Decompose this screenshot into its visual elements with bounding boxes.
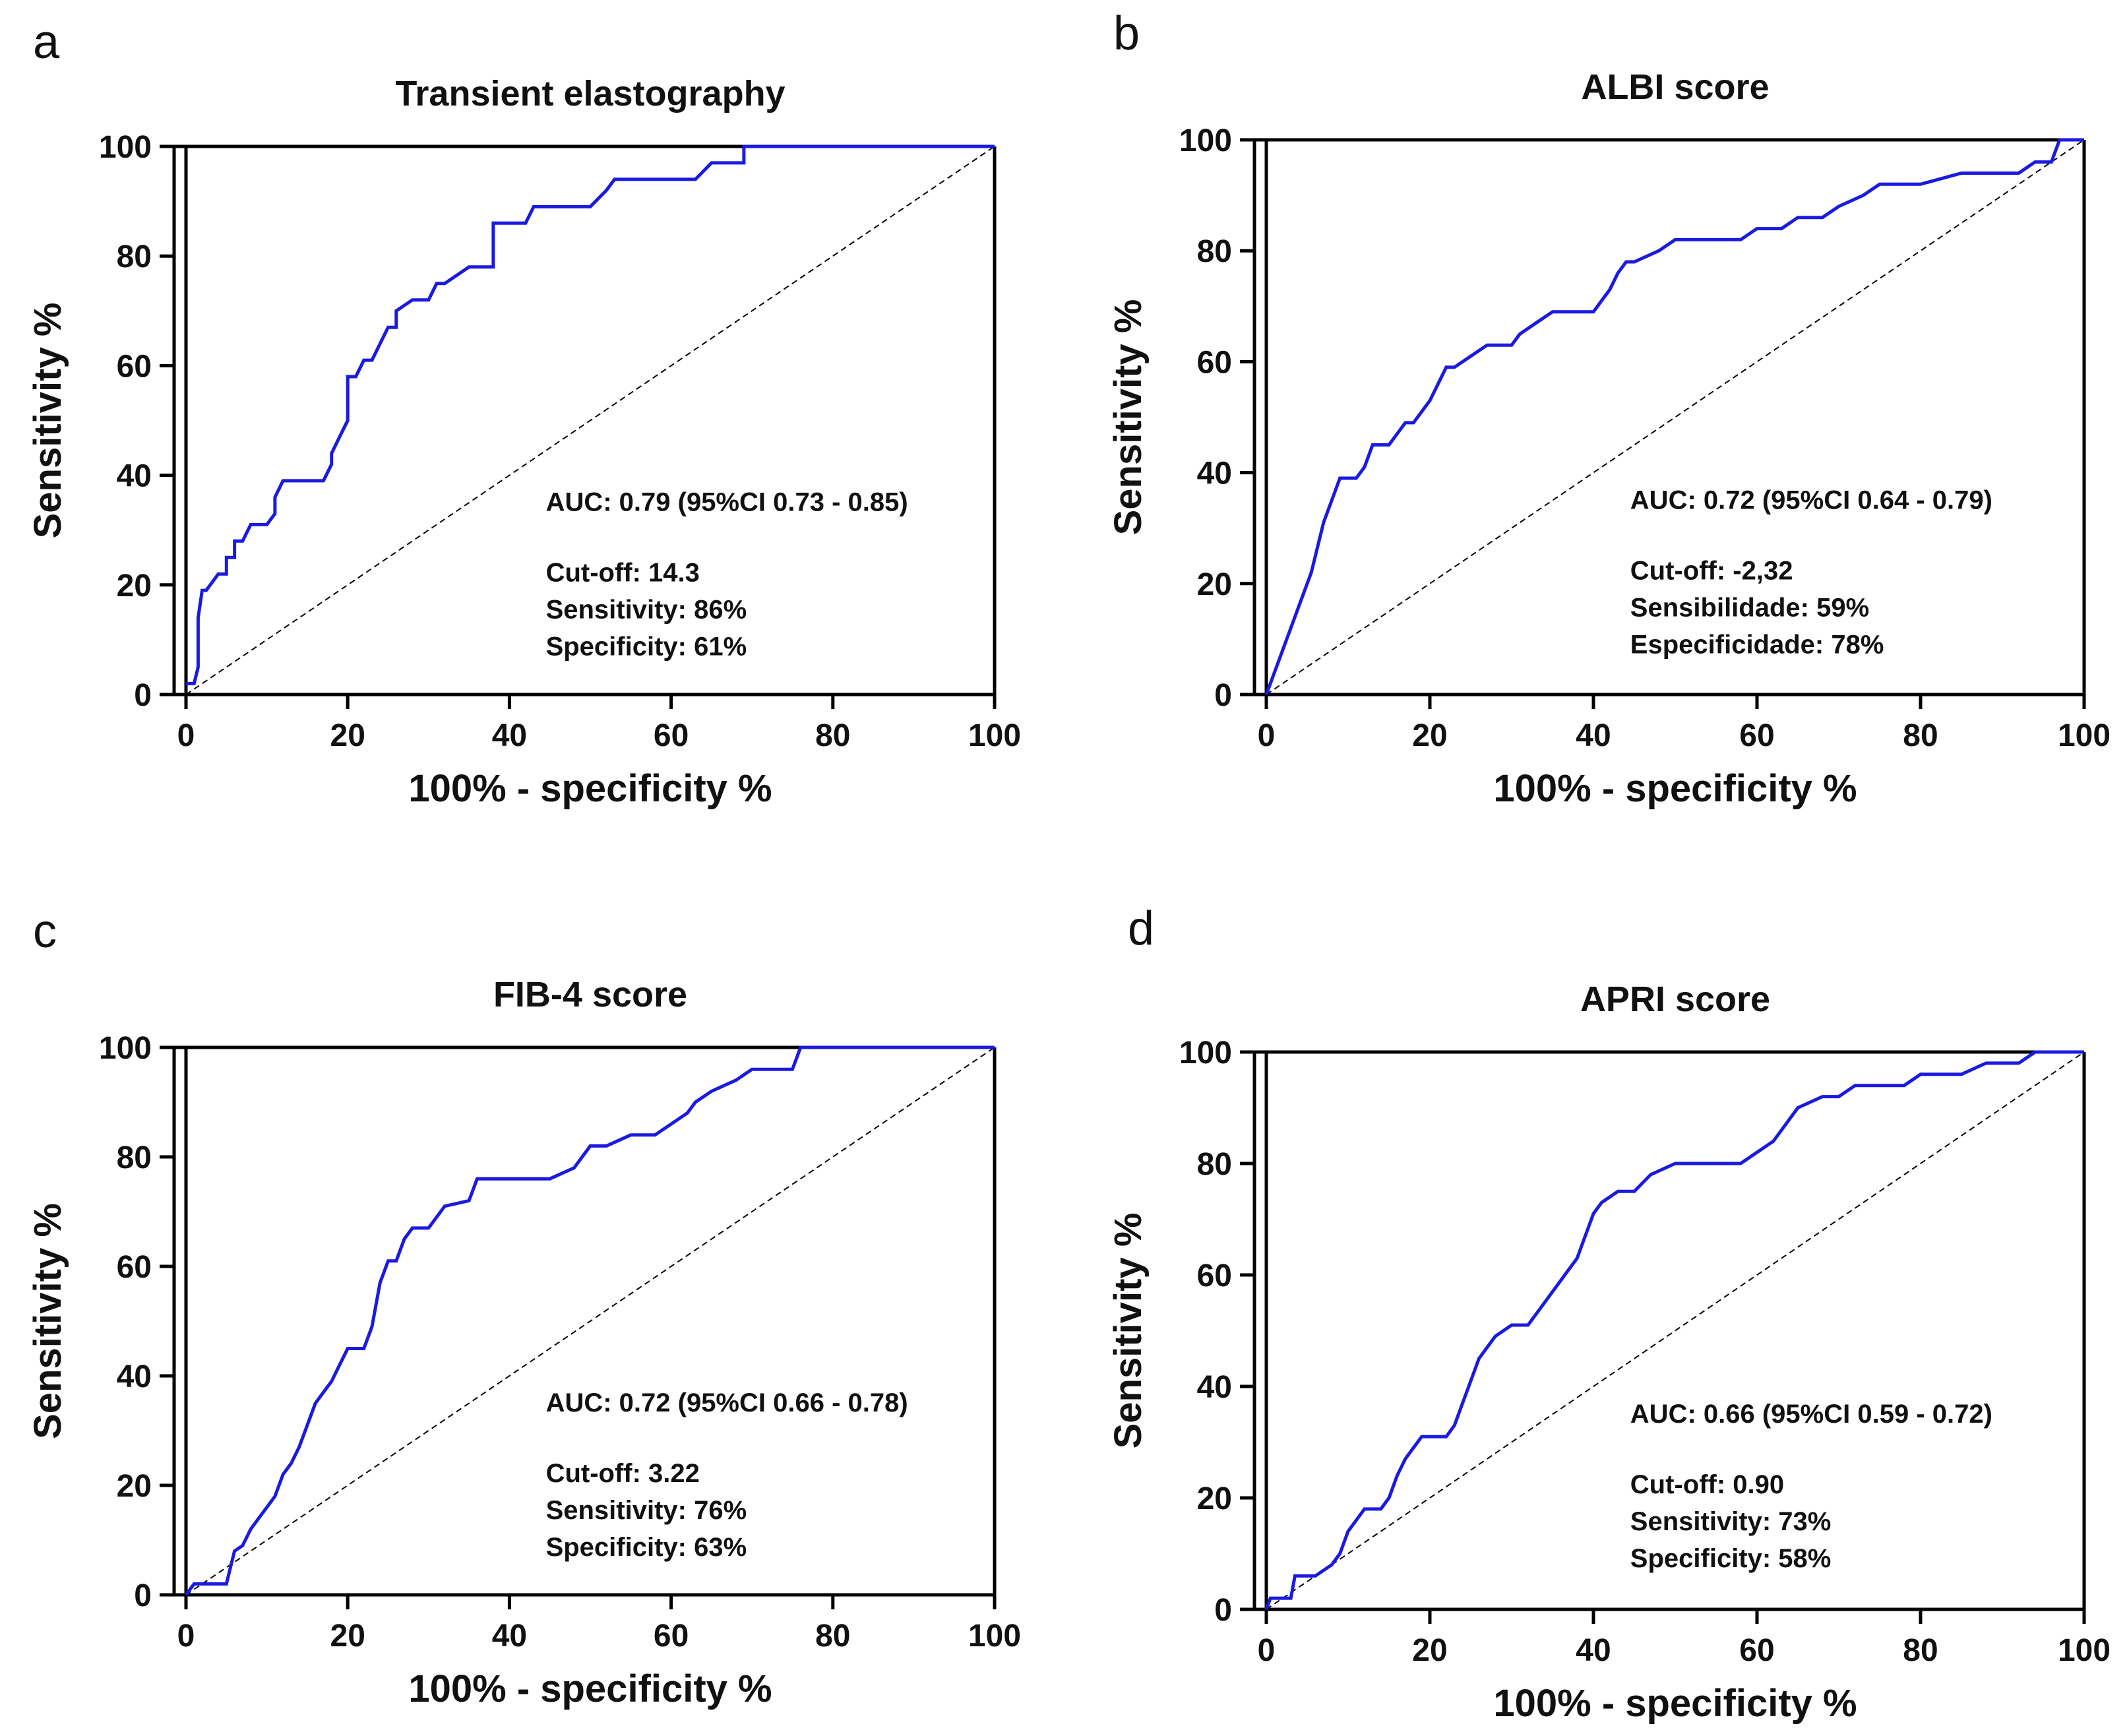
cutoff-annotation: Sensitivity: 76% bbox=[546, 1496, 747, 1525]
reference-diagonal-line bbox=[1266, 139, 2085, 695]
roc-panel-c: c FIB-4 score 0 20 40 60 80 100 0 20 40 60 80 100 100%… bbox=[26, 905, 1021, 1710]
x-tick-label: 0 bbox=[177, 1619, 195, 1654]
y-tick-label: 0 bbox=[134, 678, 152, 713]
x-tick-label: 20 bbox=[1412, 718, 1447, 753]
roc-curve-line bbox=[1264, 1050, 2084, 1610]
x-tick-label: 100 bbox=[2058, 718, 2111, 753]
reference-diagonal-line bbox=[185, 1047, 995, 1596]
cutoff-annotation: Especificidade: 78% bbox=[1630, 630, 1884, 659]
x-tick-label: 40 bbox=[492, 1619, 527, 1654]
cutoff-annotation: Cut-off: 14.3 bbox=[546, 559, 700, 588]
y-tick-label: 0 bbox=[134, 1578, 152, 1613]
y-tick-label: 40 bbox=[1197, 456, 1232, 491]
x-tick-label: 20 bbox=[330, 718, 365, 753]
x-tick-label: 100 bbox=[2058, 1633, 2111, 1668]
x-tick-label: 80 bbox=[815, 1619, 850, 1654]
x-tick-label: 60 bbox=[1739, 1633, 1774, 1668]
roc-panel-a: a Transient elastography 0 20 40 60 80 100 0 20 40… bbox=[26, 16, 1021, 810]
chart-title: Transient elastography bbox=[395, 74, 785, 113]
chart-title: ALBI score bbox=[1581, 67, 1769, 107]
panel-letter: a bbox=[33, 16, 60, 69]
x-tick-label: 60 bbox=[654, 1619, 689, 1654]
y-tick-label: 0 bbox=[1214, 678, 1232, 713]
roc-panel-d: d APRI score 0 20 40 60 80 100 0 20 40 60 80 100 100% … bbox=[1107, 902, 2111, 1725]
auc-annotation: AUC: 0.72 (95%CI 0.64 - 0.79) bbox=[1630, 485, 1992, 514]
chart-title: APRI score bbox=[1580, 979, 1770, 1019]
y-tick-label: 80 bbox=[117, 239, 152, 274]
roc-panel-b: b ALBI score 0 20 40 60 80 100 0 20 40 60 80 100 100% … bbox=[1107, 7, 2111, 810]
cutoff-annotation: Specificity: 58% bbox=[1630, 1544, 1832, 1573]
y-tick-label: 100 bbox=[99, 1031, 152, 1066]
y-tick-label: 20 bbox=[1197, 1481, 1232, 1516]
panel-letter: c bbox=[33, 905, 57, 958]
y-tick-label: 20 bbox=[117, 569, 152, 604]
cutoff-annotation: Sensitivity: 73% bbox=[1630, 1507, 1832, 1536]
x-tick-label: 40 bbox=[492, 718, 527, 753]
x-tick-label: 0 bbox=[177, 718, 195, 753]
x-tick-label: 0 bbox=[1258, 1633, 1276, 1668]
x-tick-label: 0 bbox=[1258, 718, 1276, 753]
x-tick-label: 60 bbox=[1739, 718, 1774, 753]
y-tick-label: 100 bbox=[1179, 123, 1232, 158]
y-tick-label: 60 bbox=[117, 1250, 152, 1285]
x-tick-label: 40 bbox=[1576, 718, 1611, 753]
cutoff-annotation: Cut-off: 3.22 bbox=[546, 1459, 700, 1488]
panel-letter: d bbox=[1128, 902, 1154, 955]
x-tick-label: 20 bbox=[330, 1619, 365, 1654]
y-tick-label: 0 bbox=[1214, 1593, 1232, 1628]
y-tick-label: 20 bbox=[1197, 567, 1232, 602]
cutoff-annotation: Cut-off: -2,32 bbox=[1630, 556, 1793, 585]
x-tick-label: 40 bbox=[1576, 1633, 1611, 1668]
y-tick-label: 60 bbox=[1197, 1258, 1232, 1293]
x-axis-label: 100% - specificity % bbox=[408, 767, 772, 810]
y-tick-label: 60 bbox=[1197, 345, 1232, 380]
y-axis-label: Sensitivity % bbox=[1107, 299, 1150, 536]
roc-curve-line bbox=[184, 1045, 995, 1596]
cutoff-annotation: Specificity: 61% bbox=[546, 633, 747, 662]
auc-annotation: AUC: 0.72 (95%CI 0.66 - 0.78) bbox=[546, 1388, 908, 1417]
y-tick-label: 100 bbox=[99, 130, 152, 165]
cutoff-annotation: Cut-off: 0.90 bbox=[1630, 1470, 1784, 1499]
y-axis-label: Sensitivity % bbox=[26, 303, 69, 539]
panel-letter: b bbox=[1113, 7, 1140, 60]
x-tick-label: 100 bbox=[968, 718, 1021, 753]
y-tick-label: 80 bbox=[1197, 234, 1232, 269]
x-tick-label: 60 bbox=[654, 718, 689, 753]
y-tick-label: 80 bbox=[1197, 1147, 1232, 1182]
x-tick-label: 80 bbox=[1903, 1633, 1938, 1668]
y-tick-label: 100 bbox=[1179, 1036, 1232, 1070]
y-tick-label: 80 bbox=[117, 1140, 152, 1175]
x-tick-label: 100 bbox=[968, 1619, 1021, 1654]
auc-annotation: AUC: 0.79 (95%CI 0.73 - 0.85) bbox=[546, 488, 908, 517]
x-axis-label: 100% - specificity % bbox=[1493, 1682, 1857, 1725]
cutoff-annotation: Specificity: 63% bbox=[546, 1533, 747, 1562]
y-tick-label: 40 bbox=[117, 1359, 152, 1394]
reference-diagonal-line bbox=[185, 146, 995, 695]
y-tick-label: 20 bbox=[117, 1469, 152, 1504]
reference-diagonal-line bbox=[1266, 1051, 2085, 1610]
chart-title: FIB-4 score bbox=[493, 975, 687, 1014]
x-tick-label: 80 bbox=[815, 718, 850, 753]
cutoff-annotation: Sensibilidade: 59% bbox=[1630, 593, 1869, 622]
roc-curve-line bbox=[186, 144, 995, 685]
x-axis-label: 100% - specificity % bbox=[1493, 767, 1857, 810]
x-axis-label: 100% - specificity % bbox=[408, 1667, 772, 1710]
y-tick-label: 40 bbox=[117, 459, 152, 494]
cutoff-annotation: Sensitivity: 86% bbox=[546, 596, 747, 625]
y-tick-label: 40 bbox=[1197, 1370, 1232, 1405]
y-axis-label: Sensitivity % bbox=[1107, 1213, 1150, 1449]
y-axis-label: Sensitivity % bbox=[26, 1203, 69, 1439]
roc-curve-line bbox=[1264, 138, 2084, 695]
y-tick-label: 60 bbox=[117, 349, 152, 384]
x-tick-label: 20 bbox=[1412, 1633, 1447, 1668]
auc-annotation: AUC: 0.66 (95%CI 0.59 - 0.72) bbox=[1630, 1400, 1992, 1429]
x-tick-label: 80 bbox=[1903, 718, 1938, 753]
